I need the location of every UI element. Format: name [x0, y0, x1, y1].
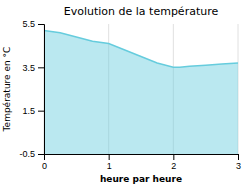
tick-mark: [38, 67, 44, 68]
plot: 0 1 2 3 -0.5 1.5 3.5 5.5: [19, 19, 241, 171]
tick: 3: [236, 154, 241, 171]
tick-label: 1: [107, 161, 112, 171]
line: [44, 31, 238, 68]
grid: [44, 24, 238, 154]
y-axis-line: [38, 25, 45, 155]
tick-label: -0.5: [19, 149, 35, 159]
tick-label: 5.5: [22, 19, 35, 29]
tick-mark: [109, 154, 110, 160]
y-axis-title: Température en °C: [2, 47, 12, 133]
tick-label: 1.5: [22, 106, 35, 116]
tick-label: 0: [42, 161, 47, 171]
tick-mark: [238, 154, 239, 160]
tick: -0.5: [19, 149, 44, 159]
title: Evolution de la température: [64, 5, 219, 18]
tick-label: 3.5: [22, 63, 35, 73]
tick: 3.5: [22, 63, 44, 73]
area: [44, 31, 238, 155]
y-axis: -0.5 1.5 3.5 5.5: [19, 19, 44, 159]
tick: 0: [42, 154, 47, 171]
tick: 1: [107, 154, 112, 171]
chart-container: 0 1 2 3 -0.5 1.5 3.5 5.5 Evolution de la tempéra…: [0, 0, 250, 188]
tick: 5.5: [22, 19, 44, 29]
tick: 2: [171, 154, 176, 171]
tick-label: 2: [171, 161, 176, 171]
tick-mark: [173, 154, 174, 160]
tick-label: 3: [236, 161, 241, 171]
x-axis-title: heure par heure: [100, 174, 182, 184]
x-axis-line: [45, 155, 239, 161]
tick-mark: [38, 24, 44, 25]
x-axis: 0 1 2 3: [42, 154, 241, 171]
tick-mark: [38, 154, 44, 155]
tick: 1.5: [22, 106, 44, 116]
chart: 0 1 2 3 -0.5 1.5 3.5 5.5 Evolution de la tempéra…: [0, 0, 250, 188]
marks: [44, 31, 238, 155]
tick-mark: [38, 111, 44, 112]
